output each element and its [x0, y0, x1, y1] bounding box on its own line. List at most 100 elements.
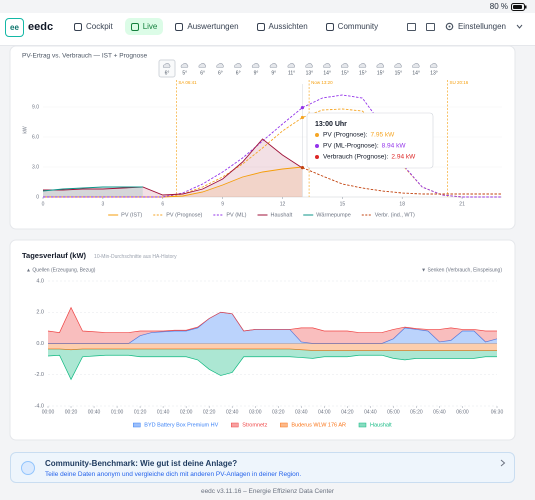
- x-tick-label: 05:20: [410, 409, 423, 415]
- weather-icon: [305, 63, 313, 68]
- tooltip-value: 7.95 kW: [370, 132, 395, 139]
- y-tick-label: -4.0: [35, 403, 44, 409]
- weather-temp: 6°: [218, 70, 223, 76]
- close-chevron[interactable]: [500, 459, 506, 467]
- legend-item[interactable]: Buderus WLW 176 AR: [280, 422, 346, 428]
- nav-icon: [256, 22, 265, 31]
- x-tick-label: 02:20: [203, 409, 216, 415]
- legend-label: Haushalt: [370, 422, 392, 428]
- y-tick-label: 0.0: [36, 341, 44, 347]
- y-tick-label: 3.0: [32, 164, 39, 170]
- weather-icon: [394, 63, 402, 68]
- tooltip-value: 2.94 kW: [391, 154, 416, 161]
- weather-temp: 6°: [236, 70, 241, 76]
- y-axis-label: kW: [22, 126, 28, 134]
- weather-icon: [340, 63, 349, 68]
- card: [9, 239, 516, 441]
- nav-label: Auswertungen: [187, 22, 239, 31]
- series-line: [43, 166, 303, 198]
- sources-label: ▲ Quellen (Erzeugung, Bezug): [26, 267, 96, 273]
- nav-item[interactable]: Cockpit: [68, 18, 119, 35]
- tooltip-dot: [315, 133, 319, 137]
- legend-label: Stromnetz: [242, 422, 267, 428]
- nav-item[interactable]: Live: [124, 18, 164, 35]
- nav-icon: [175, 22, 184, 31]
- settings-link[interactable]: Einstellungen: [457, 22, 506, 31]
- series-area: [43, 139, 303, 197]
- stack-area: [48, 312, 497, 344]
- banner-text: Teile deine Daten anonym und vergleiche …: [45, 471, 302, 478]
- weather-temp: 9°: [271, 70, 276, 76]
- legend-item[interactable]: PV (ML): [213, 212, 247, 218]
- tooltip-label: PV (ML-Prognose):: [323, 143, 379, 150]
- annotation-label: Now 13:20: [311, 80, 333, 85]
- legend-swatch: [280, 422, 288, 428]
- calendar-icon[interactable]: [425, 22, 435, 31]
- x-tick-label: 06:00: [456, 409, 469, 415]
- legend-label: Buderus WLW 176 AR: [291, 422, 346, 428]
- legend-item[interactable]: Wärmepumpe: [303, 212, 351, 218]
- legend-item[interactable]: PV (Prognose): [153, 212, 203, 218]
- legend-item[interactable]: BYD Battery Box Premium HV: [133, 422, 219, 428]
- weather-icon: [287, 63, 295, 68]
- tooltip-title: 13:00 Uhr: [315, 121, 347, 128]
- x-tick-label: 03:40: [295, 409, 308, 415]
- nav-item[interactable]: Auswertungen: [169, 18, 244, 35]
- weather-temp: 13°: [306, 70, 314, 76]
- nav-label: Cockpit: [86, 22, 113, 31]
- legend-label: PV (Prognose): [166, 212, 202, 218]
- nav-icon: [325, 22, 334, 31]
- legend-swatch: [358, 422, 367, 428]
- y-tick-label: 9.0: [32, 104, 39, 110]
- weather-temp: 13°: [430, 70, 438, 76]
- settings-icon[interactable]: [445, 22, 454, 31]
- weather-icon: [429, 63, 438, 68]
- banner-title: Community-Benchmark: Wie gut ist deine A…: [45, 459, 238, 468]
- stack-edge: [47, 354, 497, 381]
- chart-subtitle: 10-Min-Durchschnitte aus HA-History: [94, 254, 177, 260]
- legend-item[interactable]: Verbr. (ind., WT): [361, 212, 415, 218]
- logo[interactable]: eedc: [28, 21, 54, 33]
- tooltip-box: [306, 112, 434, 169]
- status-bar: 80 %: [490, 2, 527, 11]
- x-tick-label: 05:00: [387, 409, 400, 415]
- weather-icon: [358, 63, 367, 68]
- x-tick-label: 21: [459, 201, 465, 207]
- weather-temp: 6°: [200, 70, 205, 76]
- legend-label: PV (ML): [226, 212, 246, 218]
- legend-item[interactable]: Haushalt: [257, 212, 293, 218]
- tooltip-dot: [315, 155, 319, 159]
- series-area: [43, 167, 303, 197]
- battery-text: 80 %: [489, 2, 508, 11]
- weather-icon: [198, 63, 206, 68]
- x-tick-label: 12: [280, 201, 286, 207]
- x-tick-label: 01:00: [111, 409, 124, 415]
- weather-temp: 15°: [395, 70, 403, 76]
- chart-title: Tagesverlauf (kW): [22, 251, 87, 260]
- x-tick-label: 3: [101, 201, 104, 207]
- nav-label: Aussichten: [268, 22, 308, 31]
- x-tick-label: 9: [221, 201, 224, 207]
- logo-badge[interactable]: ee: [5, 18, 24, 37]
- legend-item[interactable]: Haushalt: [358, 422, 392, 428]
- weather-temp: 15°: [341, 70, 349, 76]
- nav-item[interactable]: Community: [320, 18, 384, 35]
- display-icon[interactable]: [406, 22, 416, 31]
- x-tick-label: 03:20: [272, 409, 285, 415]
- x-tick-label: 02:00: [180, 409, 193, 415]
- stack-edge: [48, 348, 497, 351]
- tooltip-value: 8.94 kW: [382, 143, 407, 150]
- series-line: [43, 138, 303, 196]
- nav-icon: [74, 22, 82, 31]
- nav-item[interactable]: Aussichten: [251, 18, 314, 35]
- legend-label: BYD Battery Box Premium HV: [144, 422, 218, 428]
- community-banner[interactable]: Community-Benchmark: Wie gut ist deine A…: [10, 452, 515, 483]
- legend-item[interactable]: Stromnetz: [231, 422, 268, 428]
- x-tick-label: 6: [161, 201, 164, 207]
- chevron-down[interactable]: [516, 24, 523, 29]
- y-tick-label: 0: [36, 194, 39, 200]
- legend-item[interactable]: PV (IST): [108, 212, 142, 218]
- battery-icon: [511, 2, 527, 11]
- hover-dot: [300, 166, 305, 170]
